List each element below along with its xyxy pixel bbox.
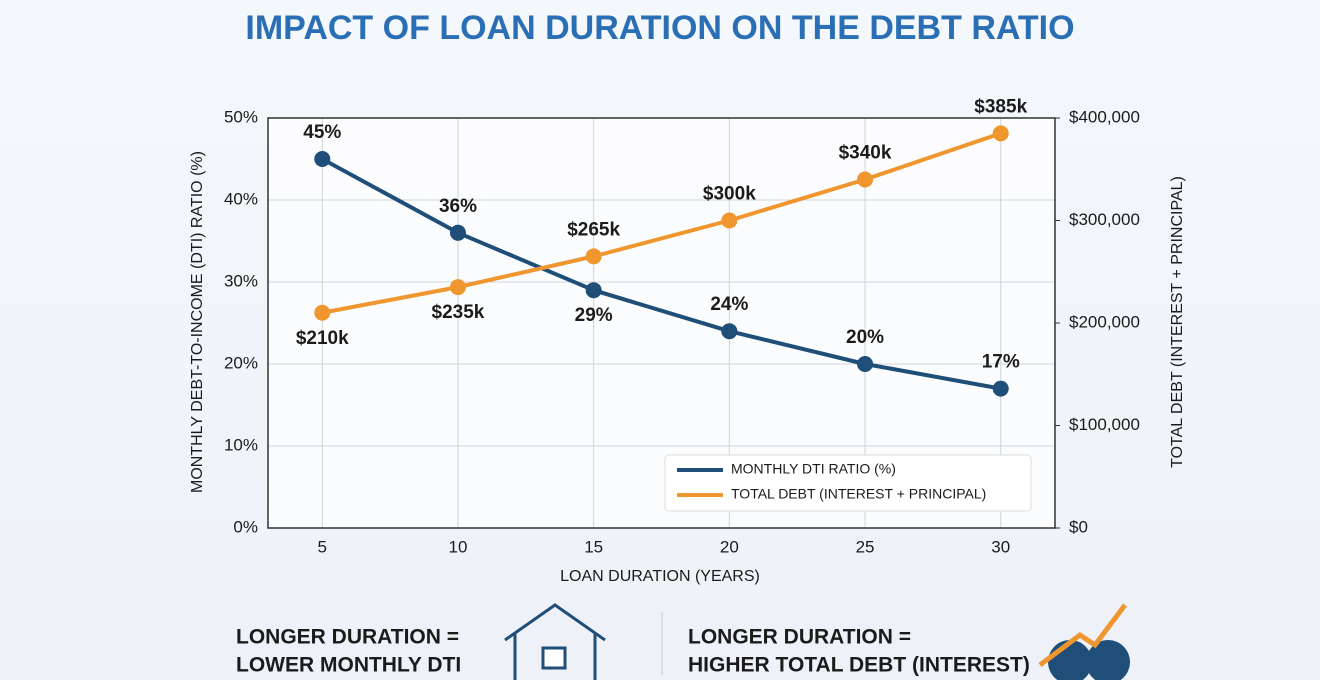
y2-tick-label: $200,000: [1069, 312, 1140, 331]
data-point: [721, 323, 738, 340]
x-tick-label: 15: [584, 537, 603, 556]
data-label: 17%: [982, 352, 1020, 373]
decor-house: [504, 603, 606, 680]
y-axis-title: MONTHLY DEBT-TO-INCOME (DTI) RATIO (%): [189, 151, 206, 493]
data-label: 45%: [303, 122, 341, 143]
annotation: HIGHER TOTAL DEBT (INTEREST): [688, 654, 1030, 677]
series-line: [321, 131, 1002, 315]
data-point: [449, 279, 466, 296]
legend-label: MONTHLY DTI RATIO (%): [731, 461, 896, 477]
data-label: 24%: [710, 294, 748, 315]
x-axis-title: LOAN DURATION (YEARS): [560, 568, 760, 585]
data-point: [449, 224, 466, 241]
annotation: LOWER MONTHLY DTI: [236, 654, 461, 677]
data-label: 36%: [439, 196, 477, 217]
x-tick-label: 10: [449, 537, 468, 556]
y-tick-label: 30%: [224, 271, 258, 290]
y-tick-label: 40%: [224, 189, 258, 208]
data-label: $385k: [974, 96, 1027, 117]
data-point: [721, 212, 738, 229]
data-label: 20%: [846, 327, 884, 348]
y-tick-label: 20%: [224, 353, 258, 372]
x-tick-label: 30: [991, 537, 1010, 556]
legend: MONTHLY DTI RATIO (%) TOTAL DEBT (INTERES…: [664, 454, 1032, 512]
data-label: $210k: [296, 328, 349, 349]
data-point: [314, 304, 331, 321]
x-tick-label: 5: [318, 537, 327, 556]
decor-money: [1038, 603, 1130, 680]
y-tick-label: 10%: [224, 435, 258, 454]
series-line: [321, 157, 1002, 391]
y2-axis-title: TOTAL DEBT (INTEREST + PRINCIPAL): [1169, 176, 1186, 468]
y2-tick-label: $400,000: [1069, 107, 1140, 126]
data-label: $340k: [839, 143, 892, 164]
y2-tick-label: $100,000: [1069, 415, 1140, 434]
y2-tick-label: $0: [1069, 517, 1088, 536]
chart-title: IMPACT OF LOAN DURATION ON THE DEBT RATI…: [245, 9, 1074, 47]
data-point: [857, 171, 874, 188]
x-tick-label: 20: [720, 537, 739, 556]
data-label: 29%: [575, 305, 613, 326]
x-tick-label: 25: [856, 537, 875, 556]
legend-label: TOTAL DEBT (INTEREST + PRINCIPAL): [731, 486, 986, 502]
data-label: $235k: [432, 302, 485, 323]
y-tick-label: 0%: [233, 517, 258, 536]
data-point: [992, 125, 1009, 142]
legend-box: [664, 454, 1032, 512]
y-tick-label: 50%: [224, 107, 258, 126]
data-label: $300k: [703, 184, 756, 205]
data-label: $265k: [567, 219, 620, 240]
data-point: [585, 282, 602, 299]
data-point: [857, 356, 874, 372]
data-point: [992, 380, 1009, 397]
data-point: [585, 248, 602, 265]
data-point: [314, 151, 331, 167]
annotation: LONGER DURATION =: [688, 626, 911, 649]
plot-frame: [267, 117, 1056, 529]
y2-tick-label: $300,000: [1069, 210, 1140, 229]
annotation: LONGER DURATION =: [236, 626, 459, 649]
